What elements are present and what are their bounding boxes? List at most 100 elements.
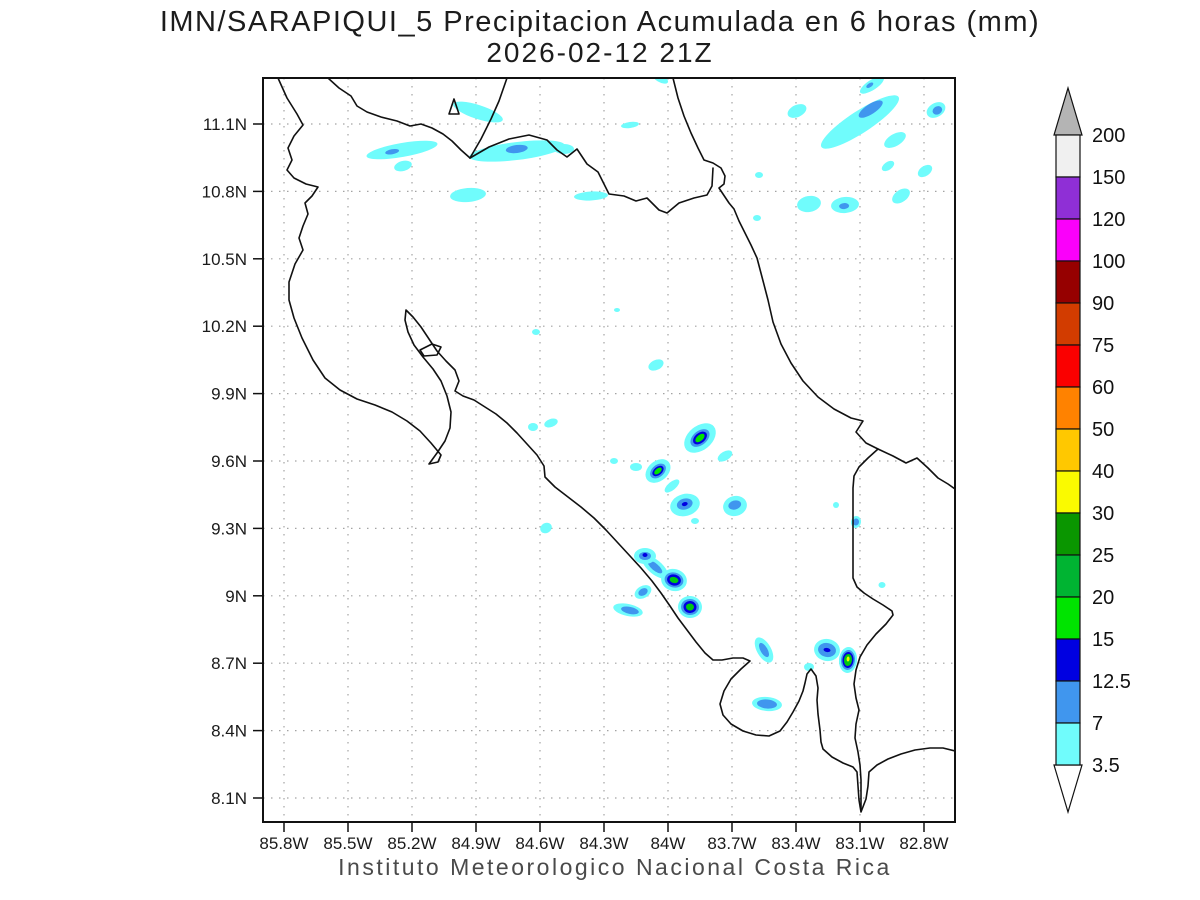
colorbar-label: 60 xyxy=(1092,377,1114,399)
colorbar-label: 40 xyxy=(1092,461,1114,483)
colorbar-label: 12.5 xyxy=(1092,671,1131,693)
precip-blob xyxy=(648,359,664,371)
precip-blob xyxy=(892,188,910,204)
lon-tick-label: 84.9W xyxy=(451,834,500,853)
precip-blob xyxy=(878,582,886,588)
precip-blob xyxy=(614,308,620,312)
border-nicaragua-san-juan xyxy=(469,134,714,214)
colorbar-label: 30 xyxy=(1092,503,1114,525)
precip-blob xyxy=(820,95,900,149)
precip-blob xyxy=(645,459,671,483)
colorbar-box xyxy=(1055,134,1081,178)
precip-blob xyxy=(881,160,895,172)
axis-ticks xyxy=(253,123,925,832)
lat-tick-label: 9.9N xyxy=(211,385,247,404)
island-solentiname xyxy=(448,98,460,115)
grid-layer xyxy=(263,78,955,822)
colorbar-box xyxy=(1055,470,1081,514)
precip-blob xyxy=(532,329,540,335)
precip-blob xyxy=(926,102,946,118)
colorbar: 200 150 120 100 90 75 60 50 40 30 25 20 15 12.5 7 3.5 xyxy=(1053,85,1131,815)
precip-blob xyxy=(678,595,702,619)
precip-blob xyxy=(797,195,821,213)
footer-credit: Instituto Meteorologico Nacional Costa R… xyxy=(338,854,892,880)
lon-tick-label: 82.8W xyxy=(899,834,948,853)
colorbar-label: 25 xyxy=(1092,545,1114,567)
precip-blob xyxy=(661,568,687,592)
precipitation-layer xyxy=(366,78,946,712)
colorbar-top-arrow xyxy=(1053,85,1083,136)
precip-blob xyxy=(917,164,933,178)
colorbar-box xyxy=(1055,428,1081,472)
precip-blob xyxy=(753,215,761,221)
precip-blob xyxy=(831,196,859,214)
lon-tick-label: 83.4W xyxy=(771,834,820,853)
colorbar-box xyxy=(1055,176,1081,220)
colorbar-box xyxy=(1055,218,1081,262)
lon-tick-label: 84W xyxy=(651,834,686,853)
precip-blob xyxy=(469,140,565,162)
precip-blob xyxy=(610,458,618,464)
colorbar-box xyxy=(1055,512,1081,556)
lake-nicaragua-east-shore xyxy=(469,78,508,159)
colorbar-box xyxy=(1055,554,1081,598)
precip-blob xyxy=(613,603,643,617)
precip-blob xyxy=(723,495,747,517)
colorbar-box xyxy=(1055,386,1081,430)
page-subtitle: 2026-02-12 21Z xyxy=(486,37,714,68)
precip-blob xyxy=(752,696,782,712)
precip-blob xyxy=(754,637,774,663)
lat-tick-label: 11.1N xyxy=(203,115,247,134)
lat-tick-label: 8.4N xyxy=(211,722,247,741)
precip-blob xyxy=(838,647,858,673)
lat-tick-label: 8.7N xyxy=(211,654,247,673)
precip-blob xyxy=(884,132,906,148)
precip-blob xyxy=(670,493,700,517)
lon-tick-label: 84.6W xyxy=(515,834,564,853)
precip-blob xyxy=(528,423,538,431)
precip-blob xyxy=(634,548,656,564)
precip-blob xyxy=(540,522,552,534)
colorbar-box xyxy=(1055,596,1081,640)
precip-blob xyxy=(717,450,733,462)
lon-tick-label: 83.1W xyxy=(835,834,884,853)
colorbar-label: 150 xyxy=(1092,167,1125,189)
lon-tick-label: 85.5W xyxy=(323,834,372,853)
precip-blob xyxy=(574,191,608,201)
island-chira xyxy=(419,343,442,357)
coastline-caribbean xyxy=(672,78,955,490)
colorbar-label: 15 xyxy=(1092,629,1114,651)
precip-blob xyxy=(691,518,699,524)
colorbar-label: 90 xyxy=(1092,293,1114,315)
colorbar-label: 75 xyxy=(1092,335,1114,357)
lat-tick-label: 10.2N xyxy=(202,317,247,336)
colorbar-label: 20 xyxy=(1092,587,1114,609)
lat-tick-label: 8.1N xyxy=(211,789,247,808)
precip-blob xyxy=(859,78,885,94)
lake-nicaragua-shore xyxy=(327,78,471,159)
lat-tick-label: 10.5N xyxy=(202,250,247,269)
coastline-layer xyxy=(277,78,955,813)
precip-blob xyxy=(814,638,840,662)
lat-tick-label: 9N xyxy=(225,587,247,606)
lon-tick-label: 84.3W xyxy=(579,834,628,853)
colorbar-label: 100 xyxy=(1092,251,1125,273)
precip-blob xyxy=(787,104,807,118)
precip-blob xyxy=(630,463,642,471)
precip-blob xyxy=(684,423,716,453)
lon-tick-label: 85.8W xyxy=(259,834,308,853)
colorbar-label: 200 xyxy=(1092,125,1125,147)
precip-blob xyxy=(453,101,503,123)
precip-blob xyxy=(366,140,438,160)
colorbar-label: 3.5 xyxy=(1092,755,1120,777)
precip-blob xyxy=(621,121,639,129)
coastline-pacific xyxy=(277,78,955,813)
precip-blob xyxy=(651,78,669,84)
lon-tick-label: 85.2W xyxy=(387,834,436,853)
colorbar-box xyxy=(1055,722,1081,766)
plot-frame xyxy=(262,77,956,823)
precip-blob xyxy=(755,172,763,178)
precip-blob xyxy=(833,502,839,508)
